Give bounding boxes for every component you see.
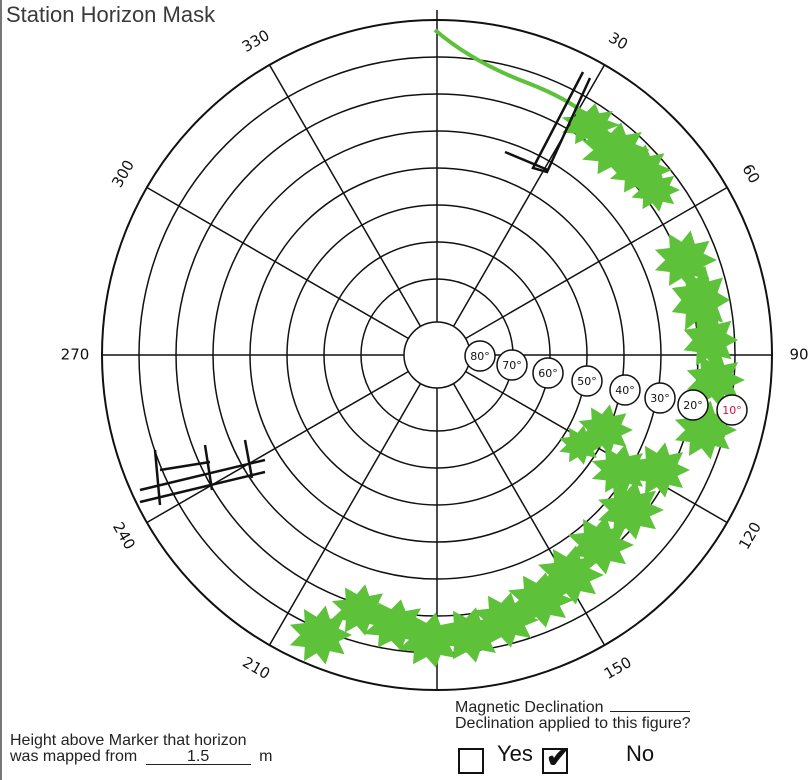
- elevation-label: 80°: [470, 350, 490, 363]
- height-value[interactable]: 1.5: [145, 749, 251, 765]
- elevation-label-circle: [644, 382, 676, 414]
- horizon-mask-structures: [139, 71, 592, 506]
- no-label: No: [626, 741, 655, 766]
- azimuth-spoke: [452, 64, 606, 327]
- azimuth-spoke: [146, 370, 409, 524]
- height-unit: m: [259, 748, 273, 765]
- declination-question: Declination applied to this figure?: [455, 715, 691, 732]
- vegetation-blob: [331, 584, 390, 636]
- pole-structure: [531, 71, 592, 174]
- elevation-label: 60°: [538, 367, 558, 380]
- magnetic-declination-label: Magnetic Declination: [455, 699, 604, 716]
- vegetation-trail: [433, 28, 582, 112]
- azimuth-spoke: [452, 383, 606, 646]
- elevation-ring: [403, 321, 471, 389]
- azimuth-label: 300: [108, 157, 138, 191]
- azimuth-label: 30: [605, 28, 631, 53]
- height-prefix: was mapped from: [10, 748, 138, 765]
- azimuth-spoke: [465, 186, 728, 340]
- magnetic-declination-field[interactable]: [609, 701, 690, 712]
- horizon-mask-diagram: 0306090120150180210240270300330 80°70°60…: [61, 0, 809, 691]
- declination-section: Magnetic Declination Declination applied…: [455, 700, 691, 732]
- vegetation-blob: [438, 607, 504, 663]
- horizon-mask-vegetation: [289, 28, 745, 668]
- azimuth-label: 210: [239, 653, 273, 683]
- vegetation-blob: [559, 425, 602, 465]
- azimuth-label: 240: [109, 519, 139, 553]
- height-line-1: Height above Marker that horizon: [10, 732, 247, 749]
- yes-label: Yes: [497, 741, 533, 766]
- elevation-label-circle: [464, 340, 496, 372]
- elevation-labels: 80° 70° 60° 50° 40° 30° 20° 10°: [464, 340, 748, 426]
- vegetation-blob: [591, 444, 650, 496]
- azimuth-spoke: [146, 186, 409, 340]
- vegetation-blob: [631, 168, 680, 212]
- page-title: Station Horizon Mask: [6, 2, 216, 27]
- azimuth-label: 60: [738, 161, 763, 187]
- azimuth-label: 0: [432, 0, 442, 2]
- azimuth-spoke: [268, 64, 422, 327]
- azimuth-label: 330: [239, 26, 273, 56]
- elevation-label-circle: [609, 374, 641, 406]
- elevation-label-circle: [571, 365, 603, 397]
- height-above-marker: Height above Marker that horizon was map…: [10, 733, 272, 765]
- azimuth-label: 270: [61, 346, 90, 364]
- no-checkbox[interactable]: ✔: [542, 744, 569, 774]
- elevation-label-circle: [716, 394, 748, 426]
- elevation-label: 10°: [722, 404, 742, 417]
- yes-checkbox[interactable]: [458, 748, 484, 774]
- elevation-label: 70°: [502, 359, 522, 372]
- elevation-label-circle: [532, 357, 564, 389]
- elevation-label-circle: [496, 349, 528, 381]
- page-edge: [0, 0, 2, 780]
- vegetation-blob: [289, 605, 352, 665]
- vegetation-blob: [683, 310, 738, 370]
- vegetation-blob: [598, 480, 664, 540]
- azimuth-spoke: [268, 383, 422, 646]
- elevation-label: 40°: [615, 384, 635, 397]
- elevation-label-circle: [677, 389, 709, 421]
- elevation-label: 50°: [577, 375, 597, 388]
- pole-crossbar: [504, 150, 549, 172]
- vegetation-blob: [631, 442, 690, 498]
- fence-structure: [139, 439, 266, 506]
- azimuth-label: 150: [601, 653, 635, 683]
- checkmark-icon: ✔: [546, 742, 570, 773]
- azimuth-label: 120: [735, 519, 765, 553]
- azimuth-spokes: [102, 10, 772, 690]
- elevation-label: 30°: [650, 392, 670, 405]
- azimuth-label: 90: [789, 346, 808, 364]
- elevation-label: 20°: [683, 399, 703, 412]
